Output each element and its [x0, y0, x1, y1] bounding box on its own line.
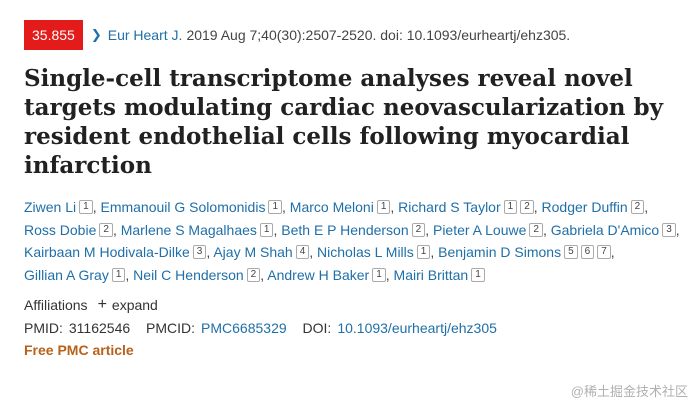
- affiliation-ref[interactable]: 2: [529, 222, 543, 237]
- chevron-right-icon[interactable]: ❯: [90, 27, 102, 42]
- affiliation-ref[interactable]: 2: [630, 200, 645, 214]
- author-separator: ,: [206, 244, 214, 260]
- pmcid-link[interactable]: PMC6685329: [201, 320, 287, 336]
- affiliation-ref[interactable]: 4: [295, 245, 310, 259]
- affiliation-ref[interactable]: 1: [471, 267, 485, 282]
- plus-icon: +: [97, 296, 107, 313]
- author-separator: ,: [260, 266, 268, 283]
- author-link[interactable]: Emmanouil G Solomonidis: [100, 199, 266, 215]
- author-link[interactable]: Benjamin D Simons: [438, 244, 562, 260]
- affiliations-label: Affiliations: [24, 297, 88, 313]
- affiliations-row: Affiliations + expand: [24, 296, 684, 314]
- author-separator: ,: [273, 221, 282, 238]
- author-link[interactable]: Ziwen Li: [24, 199, 77, 215]
- affiliation-ref[interactable]: 5: [564, 245, 578, 259]
- author-separator: ,: [675, 221, 680, 238]
- author-separator: ,: [430, 244, 439, 260]
- author-link[interactable]: Marco Meloni: [289, 199, 374, 215]
- affiliation-ref[interactable]: 1: [376, 200, 391, 214]
- author-separator: ,: [92, 199, 101, 215]
- author-link[interactable]: Ross Dobie: [24, 221, 97, 238]
- affiliation-ref[interactable]: 2: [411, 222, 426, 237]
- affiliation-ref[interactable]: 1: [79, 200, 93, 214]
- author-link[interactable]: Ajay M Shah: [213, 244, 293, 260]
- author-link[interactable]: Gillian A Gray: [24, 266, 109, 283]
- author-separator: ,: [542, 221, 551, 238]
- author-link[interactable]: Nicholas L Mills: [317, 244, 414, 260]
- author-separator: ,: [390, 199, 399, 215]
- identifiers-row: PMID: 31162546 PMCID: PMC6685329 DOI: 10.10…: [24, 320, 684, 336]
- affiliation-ref[interactable]: 2: [246, 267, 261, 282]
- author-separator: ,: [533, 199, 542, 215]
- watermark: @稀土掘金技术社区: [570, 384, 688, 399]
- pmid-value: 31162546: [68, 320, 131, 336]
- pmid-label: PMID:: [24, 320, 63, 336]
- author-link[interactable]: Pieter A Louwe: [432, 221, 527, 238]
- author-link[interactable]: Richard S Taylor: [398, 199, 501, 215]
- author-link[interactable]: Mairi Brittan: [393, 266, 469, 283]
- journal-link[interactable]: Eur Heart J.: [107, 27, 183, 43]
- author-separator: ,: [610, 244, 615, 260]
- affiliation-ref[interactable]: 6: [580, 245, 595, 259]
- affiliation-ref[interactable]: 1: [259, 222, 274, 237]
- citation-row: 35.855 ❯ Eur Heart J. 2019 Aug 7;40(30):…: [24, 20, 684, 50]
- pmcid-label: PMCID:: [146, 320, 196, 336]
- free-pmc-article-label: Free PMC article: [24, 342, 134, 358]
- citation-details: 2019 Aug 7;40(30):2507-2520. doi: 10.109…: [186, 27, 571, 43]
- author-list: Ziwen Li 1, Emmanouil G Solomonidis 1, Mar…: [24, 196, 684, 286]
- doi-link[interactable]: 10.1093/eurheartj/ehz305: [337, 320, 497, 336]
- affiliation-ref[interactable]: 2: [520, 200, 534, 214]
- author-link[interactable]: Andrew H Baker: [267, 266, 370, 283]
- impact-factor-badge: 35.855: [24, 20, 83, 50]
- affiliation-ref[interactable]: 2: [99, 222, 113, 237]
- affiliation-ref[interactable]: 3: [662, 222, 676, 237]
- author-link[interactable]: Neil C Henderson: [133, 266, 244, 283]
- author-link[interactable]: Gabriela D'Amico: [550, 221, 660, 238]
- author-separator: ,: [644, 199, 649, 215]
- author-separator: ,: [282, 199, 290, 215]
- affiliation-ref[interactable]: 3: [192, 245, 207, 259]
- author-separator: ,: [385, 266, 394, 283]
- article-title: Single-cell transcriptome analyses revea…: [24, 65, 663, 179]
- author-separator: ,: [125, 266, 134, 283]
- affiliation-ref[interactable]: 1: [372, 267, 386, 282]
- author-separator: ,: [112, 221, 121, 238]
- affiliation-ref[interactable]: 1: [111, 267, 126, 282]
- affiliation-ref[interactable]: 1: [268, 200, 283, 214]
- affiliation-ref[interactable]: 1: [416, 245, 431, 259]
- article-header: 35.855 ❯ Eur Heart J. 2019 Aug 7;40(30):…: [24, 20, 684, 358]
- affiliation-ref[interactable]: 1: [503, 200, 518, 214]
- doi-label: DOI:: [302, 320, 332, 336]
- author-link[interactable]: Beth E P Henderson: [281, 221, 409, 238]
- author-separator: ,: [425, 221, 433, 238]
- expand-label: expand: [111, 297, 158, 313]
- author-link[interactable]: Marlene S Magalhaes: [120, 221, 257, 238]
- affiliation-ref[interactable]: 7: [597, 245, 611, 259]
- author-link[interactable]: Kairbaan M Hodivala-Dilke: [24, 244, 190, 260]
- author-separator: ,: [309, 244, 318, 260]
- author-link[interactable]: Rodger Duffin: [541, 199, 628, 215]
- expand-affiliations-button[interactable]: + expand: [98, 296, 158, 314]
